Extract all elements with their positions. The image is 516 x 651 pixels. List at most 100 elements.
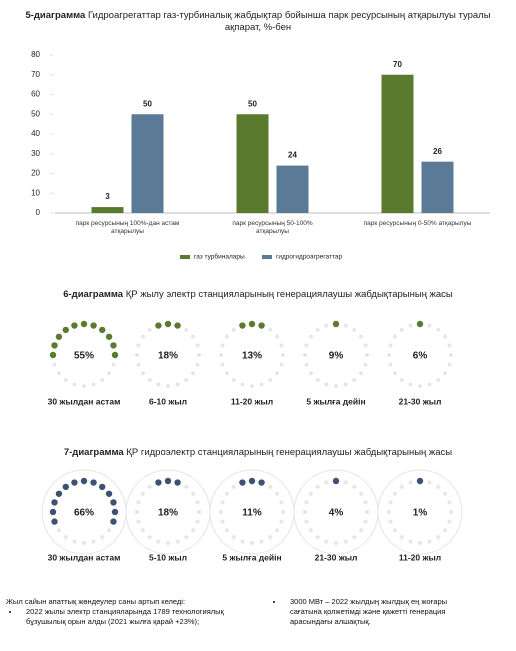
empty-dot [427, 382, 432, 387]
empty-dot [140, 491, 145, 496]
empty-dot [359, 334, 364, 339]
value-dots [135, 320, 201, 388]
empty-dot [399, 378, 404, 383]
bar [131, 114, 164, 213]
category-label: 5-10 жыл [149, 552, 187, 562]
empty-dot [91, 382, 96, 387]
value-label: 55% [74, 351, 94, 362]
empty-dot [308, 334, 313, 339]
empty-dot [343, 539, 348, 544]
empty-dot [231, 378, 236, 383]
y-tick-label: 10 [31, 188, 40, 197]
dot [110, 342, 117, 349]
empty-dot [324, 480, 329, 485]
y-tick-label: 30 [31, 149, 40, 158]
dot [80, 477, 88, 485]
empty-dot [100, 535, 105, 540]
dot [416, 320, 424, 328]
empty-dot [408, 323, 413, 328]
empty-dot [275, 334, 280, 339]
empty-dot [195, 500, 200, 505]
value-label: 18% [158, 508, 178, 519]
empty-dot [195, 362, 200, 367]
empty-dot [304, 362, 309, 367]
value-label: 3 [105, 192, 110, 201]
empty-dot [427, 480, 432, 485]
empty-dot [436, 378, 441, 383]
empty-dot [82, 541, 86, 545]
dot [71, 479, 78, 486]
category-label: 21-30 жыл [399, 396, 442, 406]
chart-title-text: Гидроагрегаттар газ-турбиналық жабдықтар… [87, 10, 491, 33]
empty-dot [427, 323, 432, 328]
empty-dot [156, 382, 161, 387]
empty-dot [195, 343, 200, 348]
empty-dot [308, 491, 313, 496]
ring [377, 469, 463, 555]
empty-dot [363, 500, 368, 505]
category-label: 21-30 жыл [315, 552, 358, 562]
empty-dot [388, 500, 393, 505]
dot [49, 351, 57, 359]
empty-dot [392, 528, 397, 533]
empty-dot [231, 484, 236, 489]
dot [51, 518, 58, 525]
empty-dot [268, 484, 273, 489]
empty-dot [275, 491, 280, 496]
empty-dot [191, 334, 196, 339]
empty-dot [219, 353, 223, 357]
empty-dot [449, 510, 453, 514]
value-dots [219, 477, 285, 545]
empty-dot [315, 378, 320, 383]
empty-dot [136, 343, 141, 348]
empty-dot [363, 362, 368, 367]
empty-dot [315, 484, 320, 489]
empty-dot [184, 484, 189, 489]
empty-dot [449, 353, 453, 357]
empty-dot [91, 539, 96, 544]
dot [416, 477, 424, 485]
empty-dot [392, 491, 397, 496]
empty-dot [107, 371, 112, 376]
empty-dot [387, 510, 391, 514]
empty-dot [140, 334, 145, 339]
empty-dot [443, 371, 448, 376]
chart-title: 6-диаграмма ҚР жылу электр станцияларыны… [20, 289, 496, 301]
empty-dot [352, 535, 357, 540]
empty-dot [388, 362, 393, 367]
left-heading: Жыл сайын апаттық жөндеулер саны артып к… [6, 597, 186, 606]
dot [105, 490, 113, 497]
dot [51, 499, 58, 506]
empty-dot [281, 510, 285, 514]
empty-dot [140, 371, 145, 376]
empty-dot [175, 539, 180, 544]
dot [111, 508, 119, 516]
empty-dot [56, 371, 61, 376]
empty-dot [147, 484, 152, 489]
empty-dot [184, 535, 189, 540]
empty-dot [343, 382, 348, 387]
empty-dot [392, 334, 397, 339]
dot [239, 322, 246, 329]
dot [332, 477, 340, 485]
empty-dot [107, 528, 112, 533]
empty-dot [365, 353, 369, 357]
value-label: 6% [413, 351, 428, 362]
empty-dot [363, 519, 368, 524]
empty-dot [352, 327, 357, 332]
empty-dot [175, 382, 180, 387]
dot [155, 479, 162, 486]
value-dots [387, 320, 453, 388]
empty-dot [308, 528, 313, 533]
empty-dot [388, 519, 393, 524]
dot [110, 499, 117, 506]
empty-dot [308, 371, 313, 376]
value-label: 18% [158, 351, 178, 362]
value-dots [219, 320, 285, 388]
empty-dot [443, 491, 448, 496]
empty-dot [365, 510, 369, 514]
empty-dot [279, 519, 284, 524]
dot [90, 479, 97, 486]
y-tick-label: 40 [31, 129, 40, 138]
empty-dot [275, 528, 280, 533]
